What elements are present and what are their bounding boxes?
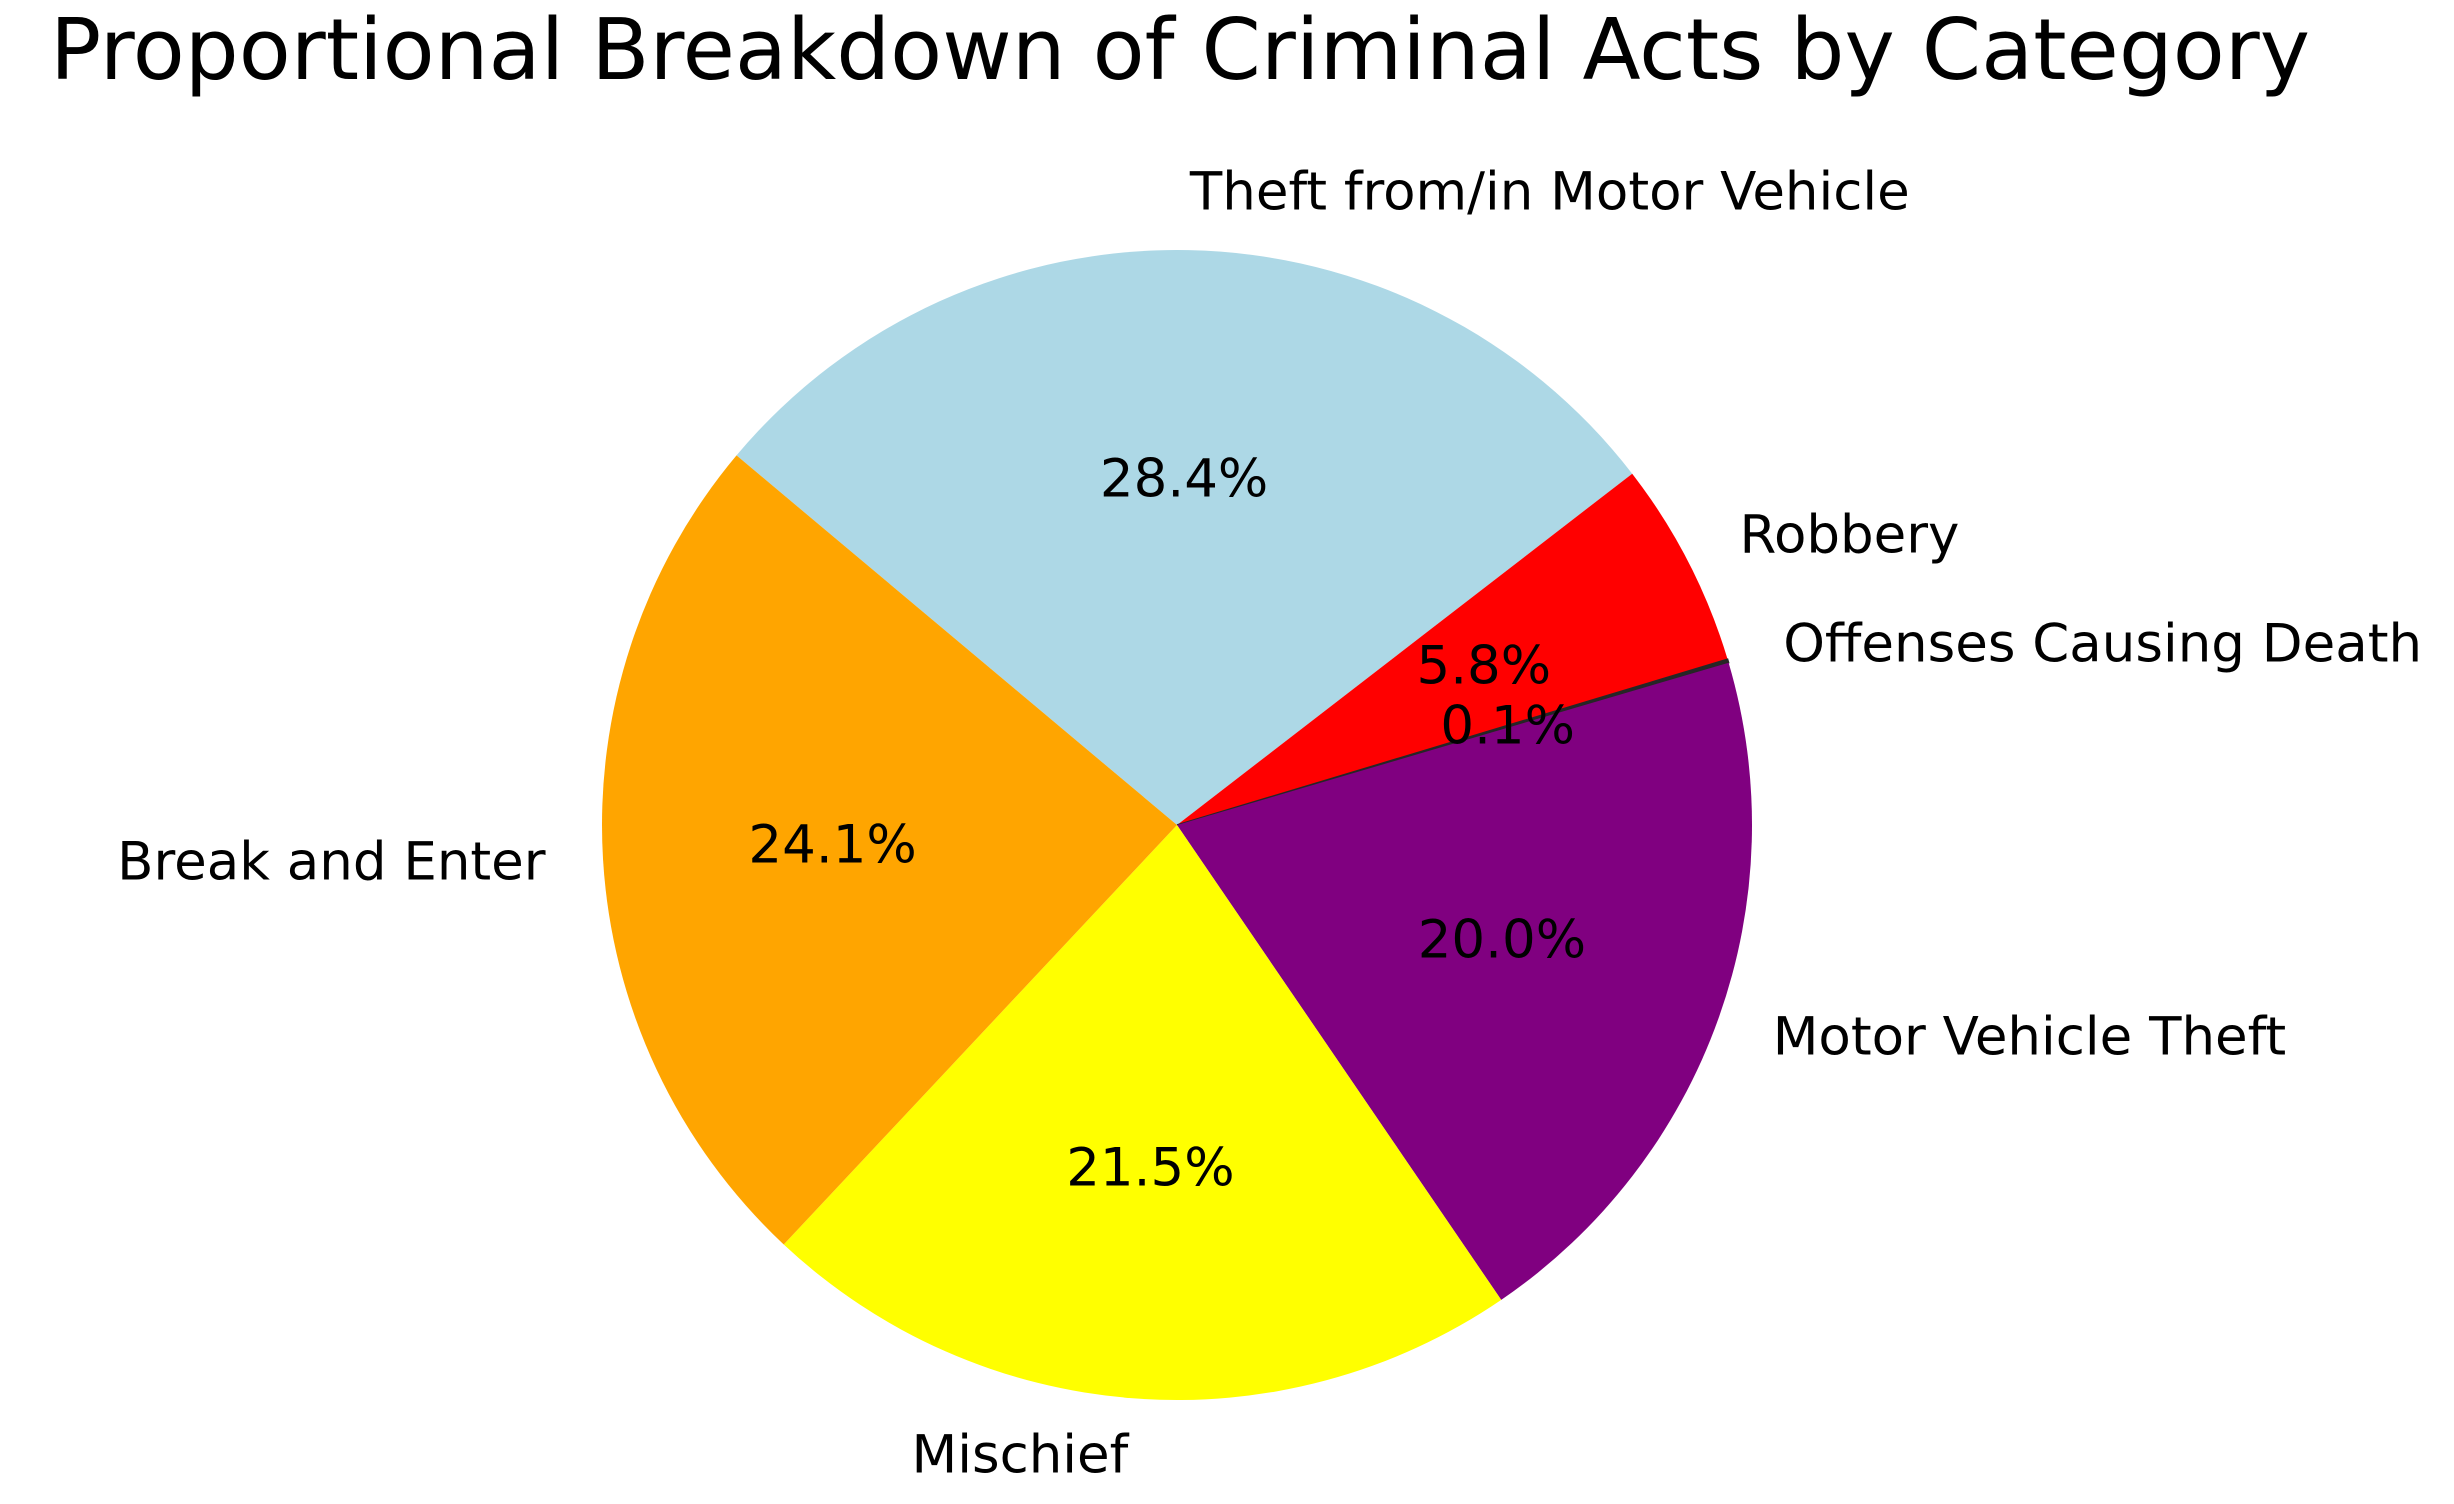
- pie-slice-motor-vehicle-theft: [1177, 662, 1753, 1300]
- pie-slice-mischief: [783, 825, 1502, 1401]
- pie-slice-break-and-enter: [601, 455, 1177, 1245]
- pie-slice-robbery: [1177, 473, 1728, 825]
- chart-title: Proportional Breakdown of Criminal Acts …: [49, 1, 2311, 100]
- pie-slice-offenses-causing-death: [1176, 658, 1730, 826]
- pie-slice-theft-from-in-motor-vehicle: [736, 250, 1633, 825]
